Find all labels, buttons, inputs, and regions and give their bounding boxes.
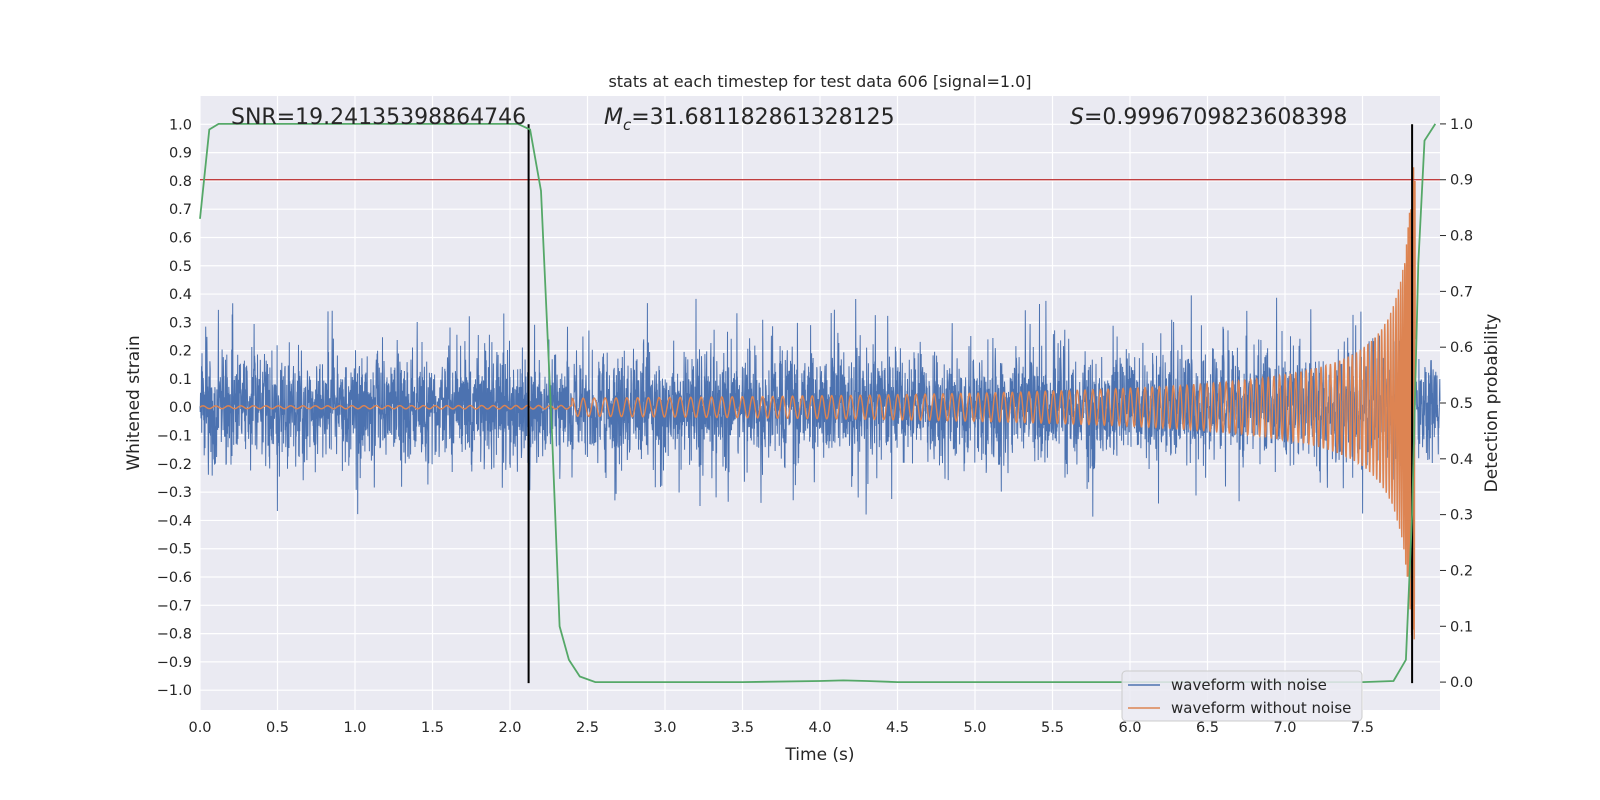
score-value: =0.9996709823608398 [1084,105,1347,130]
y-tick-label: 0.4 [169,287,192,303]
score-annotation: S=0.9996709823608398 [1070,105,1347,130]
y-tick-label: 0.5 [169,259,192,275]
y-tick-label: −0.7 [157,598,192,614]
y2-tick-label: 0.9 [1450,173,1473,189]
y-tick-label: −0.2 [157,457,192,473]
x-tick-label: 4.0 [808,720,831,736]
y-tick-label: 0.2 [169,344,192,360]
y-axis-label: Whitened strain [124,335,144,470]
x-tick-label: 1.0 [343,720,366,736]
x-tick-label: 2.5 [576,720,599,736]
y2-tick-label: 0.6 [1450,340,1473,356]
legend: waveform with noise waveform without noi… [1121,670,1363,722]
chart-title: stats at each timestep for test data 606… [608,72,1031,91]
y-tick-label: −0.1 [157,429,192,445]
y2-tick-label: 1.0 [1450,117,1473,133]
chirp-mass-subscript: c [623,116,632,134]
legend-label-clean: waveform without noise [1171,699,1351,717]
y-tick-label: −0.4 [157,513,192,529]
y2-tick-label: 0.5 [1450,396,1473,412]
x-tick-label: 0.5 [266,720,289,736]
y2-tick-label: 0.1 [1450,619,1473,635]
legend-label-noisy: waveform with noise [1171,676,1327,694]
y-tick-label: 1.0 [169,117,192,133]
y-tick-label: 0.8 [169,174,192,190]
y2-axis-label: Detection probability [1482,314,1502,493]
y2-tick-label: 0.4 [1450,452,1473,468]
y2-tick-label: 0.7 [1450,284,1473,300]
y-tick-label: −0.9 [157,655,192,671]
y-tick-label: 0.9 [169,146,192,162]
y-tick-label: 0.6 [169,230,192,246]
chirp-mass-annotation: Mc=31.681182861328125 [604,105,895,134]
y-tick-label: −0.3 [157,485,192,501]
legend-box [1121,670,1363,722]
y-tick-label: 0.1 [169,372,192,388]
y-tick-label: −0.8 [157,627,192,643]
x-tick-label: 3.5 [731,720,754,736]
x-tick-label: 6.0 [1118,720,1141,736]
y-tick-label: 0.0 [169,400,192,416]
score-symbol: S [1070,105,1084,130]
y-tick-label: 0.7 [169,202,192,218]
x-axis-label: Time (s) [784,745,854,765]
x-tick-label: 3.0 [653,720,676,736]
x-tick-label: 6.5 [1196,720,1219,736]
y-tick-label: −1.0 [157,683,192,699]
snr-annotation: SNR=19.24135398864746 [231,105,526,130]
x-tick-label: 4.5 [886,720,909,736]
chirp-mass-value: =31.681182861328125 [631,105,894,130]
series-waveform-without-noise [199,167,1416,640]
x-tick-label: 0.0 [188,720,211,736]
y2-tick-label: 0.2 [1450,563,1473,579]
y2-tick-label: 0.0 [1450,675,1473,691]
x-tick-label: 7.0 [1273,720,1296,736]
y-tick-label: −0.5 [157,542,192,558]
x-tick-label: 1.5 [421,720,444,736]
y2-tick-label: 0.8 [1450,229,1473,245]
y2-tick-label: 0.3 [1450,508,1473,524]
x-tick-label: 5.0 [963,720,986,736]
x-tick-label: 2.0 [498,720,521,736]
x-tick-label: 7.5 [1351,720,1374,736]
y-tick-label: 0.3 [169,315,192,331]
chirp-mass-symbol: M [604,105,623,130]
series-detection-probability [199,123,1437,683]
x-tick-label: 5.5 [1041,720,1064,736]
y-tick-label: −0.6 [157,570,192,586]
